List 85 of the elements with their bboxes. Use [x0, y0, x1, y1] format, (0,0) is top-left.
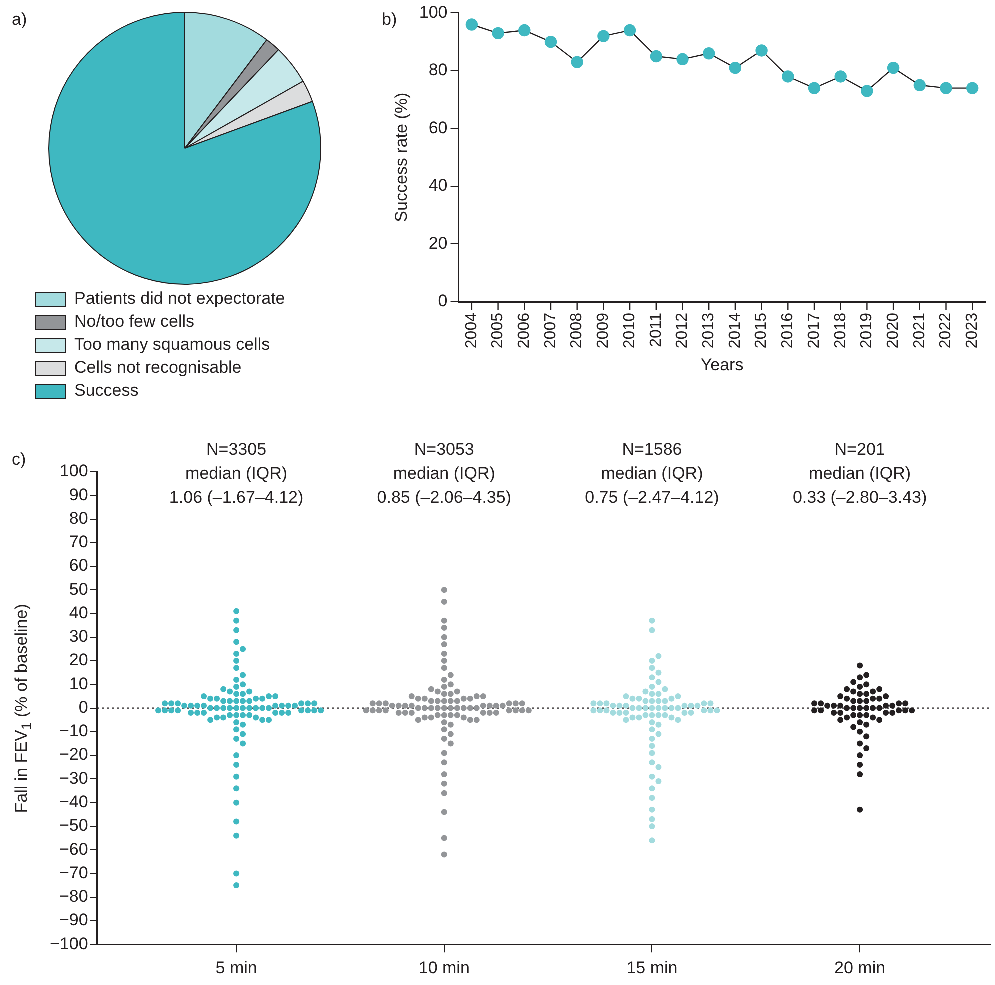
y-tick-label: −80 — [59, 887, 88, 906]
point — [676, 53, 689, 66]
y-tick-label: 40 — [69, 603, 88, 622]
point — [808, 82, 821, 94]
y-tick-label: 100 — [60, 462, 88, 481]
point — [650, 50, 662, 63]
point — [834, 70, 847, 83]
text: a) — [12, 10, 28, 30]
y-tick-label: −40 — [59, 792, 88, 812]
y-tick-label: 80 — [428, 60, 448, 80]
legend-label: Too many squamous cells — [74, 335, 270, 354]
x-tick-label: 2021 — [911, 312, 928, 349]
point — [782, 70, 794, 83]
x-axis-title: Years — [700, 355, 744, 374]
x-tick-label: 2013 — [700, 312, 718, 349]
x-tick-label: 2018 — [832, 312, 850, 349]
x-tick-label: 15 min — [626, 958, 678, 978]
y-tick-label: 0 — [78, 698, 88, 717]
point — [729, 62, 742, 74]
y-tick-label: −10 — [59, 722, 88, 741]
x-tick-label: 2017 — [806, 312, 823, 349]
point — [940, 82, 952, 94]
annotation: N=1586 median (IQR) 0.75 (–2.47–4.12) — [585, 440, 720, 508]
y-tick-label: 0 — [438, 292, 448, 311]
x-tick-label: 2014 — [726, 312, 744, 349]
y-tick-label: 60 — [69, 556, 88, 576]
y-tick-label: 40 — [428, 176, 448, 196]
y-axis-title: Success rate (%) — [392, 92, 411, 222]
annotation: N=3053 median (IQR) 0.85 (–2.06–4.35) — [377, 440, 512, 508]
y-tick-label: 100 — [419, 2, 448, 22]
point — [571, 56, 584, 68]
point — [492, 27, 504, 40]
y-tick-label: 10 — [69, 674, 88, 694]
text: c) — [12, 450, 26, 470]
y-tick-label: 70 — [69, 532, 88, 552]
point — [756, 44, 768, 57]
point — [887, 62, 900, 74]
y-tick-label: 80 — [69, 508, 88, 528]
x-tick-label: 2012 — [674, 312, 692, 349]
x-tick-label: 10 min — [418, 958, 470, 978]
y-tick-label: 20 — [69, 650, 88, 670]
y-tick-label: 30 — [69, 627, 88, 646]
point — [702, 48, 716, 60]
x-tick-label: 2011 — [648, 312, 665, 348]
annotation: N=201 median (IQR) 0.33 (–2.80–3.43) — [792, 440, 928, 508]
x-tick-label: 2004 — [463, 312, 480, 349]
y-tick-label: 50 — [69, 580, 88, 599]
point — [624, 24, 636, 37]
point — [518, 24, 531, 37]
legend-label: No/too few cells — [74, 312, 194, 332]
point — [861, 85, 874, 98]
y-tick-label: −30 — [59, 768, 88, 788]
point — [544, 36, 558, 48]
legend-label: Cells not recognisable — [74, 358, 242, 378]
x-tick-label: 2010 — [621, 312, 638, 349]
text: b) — [382, 10, 398, 30]
y-tick-label: −90 — [59, 910, 88, 930]
x-tick-label: 2005 — [490, 312, 507, 349]
x-tick-label: 2019 — [858, 312, 876, 349]
y-tick-label: −70 — [59, 863, 88, 882]
x-tick-label: 5 min — [216, 958, 258, 978]
x-tick-label: 2015 — [753, 312, 770, 349]
x-tick-label: 2023 — [964, 312, 982, 349]
legend-label: Patients did not expectorate — [74, 289, 286, 308]
y-tick-label: −60 — [59, 840, 88, 859]
y-tick-label: −100 — [50, 934, 88, 954]
legend-label: Success — [74, 381, 139, 400]
x-tick-label: 2020 — [884, 312, 902, 349]
y-tick-label: 60 — [428, 118, 448, 138]
x-tick-label: 2022 — [938, 312, 955, 349]
y-tick-label: 90 — [69, 485, 88, 504]
x-tick-label: 2016 — [780, 312, 797, 349]
x-tick-label: 20 min — [834, 958, 886, 978]
x-tick-label: 2009 — [595, 312, 612, 349]
x-tick-label: 2007 — [542, 312, 560, 349]
y-tick-label: −50 — [59, 816, 88, 836]
point — [966, 82, 979, 94]
point — [914, 79, 926, 92]
x-tick-label: 2008 — [568, 312, 586, 349]
annotation: N=3305 median (IQR) 1.06 (–1.67–4.12) — [169, 440, 304, 508]
x-tick-label: 2006 — [516, 312, 534, 349]
y-tick-label: 20 — [428, 234, 448, 253]
y-tick-label: −20 — [59, 745, 88, 764]
point — [598, 30, 610, 42]
point — [466, 18, 478, 31]
